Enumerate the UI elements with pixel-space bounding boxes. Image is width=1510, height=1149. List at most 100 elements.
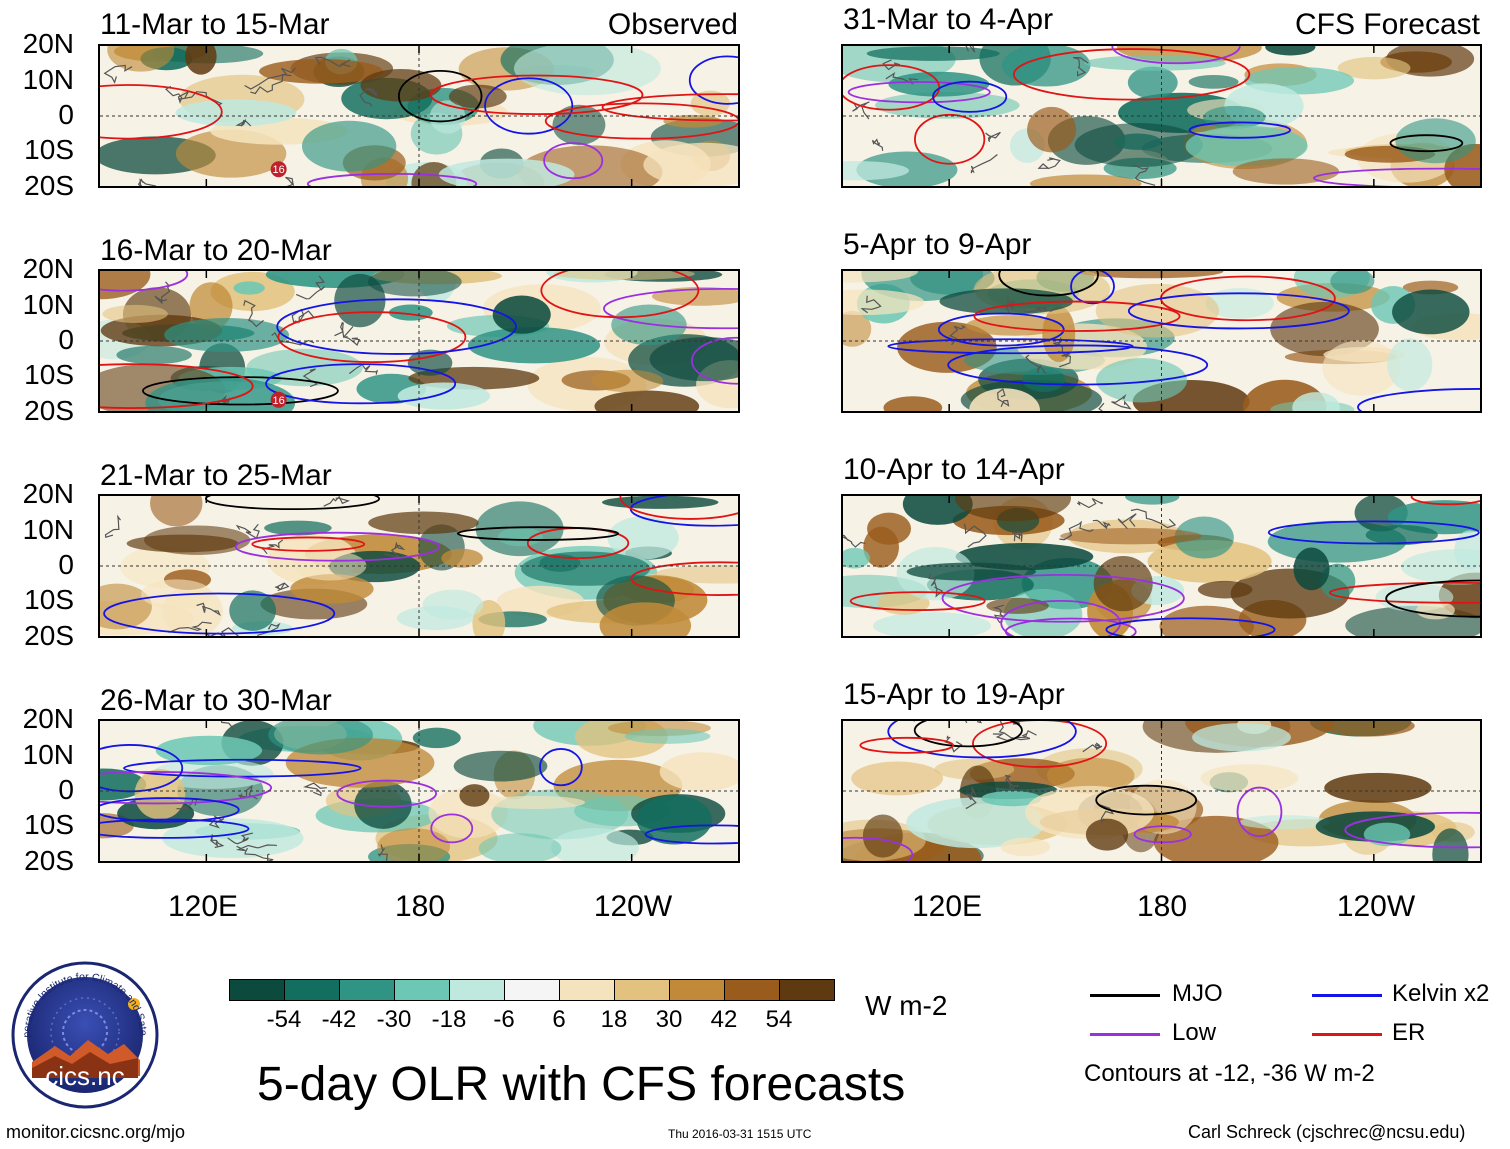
- olr-anomaly-blob: [1387, 338, 1433, 392]
- panel-title-1: 11-Mar to 15-Mar: [100, 8, 330, 41]
- low-contour: [1236, 786, 1283, 837]
- olr-anomaly-blob: [663, 114, 722, 128]
- low-contour: [430, 813, 474, 844]
- olr-anomaly-blob: [264, 520, 332, 536]
- low-contour: [603, 287, 738, 330]
- colorbar-swatch: [339, 979, 395, 1001]
- coastline: [970, 154, 998, 174]
- coastline: [220, 721, 235, 732]
- colorbar-tick-label: -6: [493, 1006, 515, 1033]
- colorbar-swatch: [559, 979, 615, 1001]
- kelvin-contour: [1127, 292, 1350, 330]
- er-contour: [544, 102, 738, 140]
- lat-tick: 10S: [24, 584, 74, 615]
- coastline: [965, 46, 976, 53]
- er-contour: [540, 271, 700, 319]
- legend-label-er: ER: [1392, 1019, 1426, 1046]
- coastline: [237, 784, 258, 800]
- colorbar-tick-label: 18: [600, 1006, 628, 1033]
- olr-anomaly-blob: [902, 496, 973, 525]
- coastline: [227, 832, 254, 845]
- coastline: [348, 363, 379, 375]
- lat-tick: 10N: [22, 64, 74, 95]
- olr-anomaly-blob: [467, 327, 601, 364]
- olr-anomaly-blob: [397, 382, 491, 410]
- olr-anomaly-blob: [100, 271, 151, 300]
- legend-line-low: [1090, 1033, 1160, 1036]
- olr-map: [100, 721, 738, 861]
- kelvin-contour: [265, 363, 457, 405]
- low-contour: [1133, 825, 1192, 844]
- coastline: [291, 308, 315, 324]
- coastline: [1005, 296, 1015, 314]
- olr-anomaly-blob: [478, 833, 562, 861]
- low-contour: [847, 81, 991, 104]
- colorbar-swatch: [779, 979, 835, 1001]
- olr-anomaly-blob: [1232, 158, 1340, 185]
- olr-anomaly-blob: [1197, 580, 1253, 599]
- storm-marker: 16: [270, 391, 287, 408]
- coastline: [985, 131, 1001, 142]
- coastline: [1098, 804, 1115, 824]
- lat-tick: 20N: [22, 478, 74, 509]
- coastline: [196, 602, 221, 616]
- colorbar-swatch: [229, 979, 285, 1001]
- coastline: [274, 582, 290, 592]
- coastline: [871, 138, 884, 151]
- olr-anomaly-blob: [636, 795, 712, 845]
- lat-tick: 10N: [22, 739, 74, 770]
- colorbar-tick-label: -54: [266, 1006, 302, 1033]
- olr-anomaly-blob: [601, 496, 719, 509]
- olr-map: [843, 46, 1480, 186]
- coastline: [885, 71, 918, 85]
- kelvin-contour: [644, 824, 738, 845]
- lat-tick: 20S: [24, 170, 74, 201]
- coastline: [1037, 157, 1061, 170]
- kelvin-contour: [1105, 617, 1276, 636]
- low-contour: [336, 779, 437, 808]
- olr-anomaly-blob: [1174, 516, 1234, 559]
- olr-anomaly-blob: [492, 295, 551, 334]
- footer-timestamp: Thu 2016-03-31 1515 UTC: [668, 1127, 812, 1141]
- olr-anomaly-blob: [1074, 123, 1203, 167]
- olr-map: [100, 496, 738, 636]
- coastline: [852, 101, 870, 120]
- low-contour: [690, 336, 738, 385]
- coastline: [1130, 508, 1177, 529]
- panel-title-4: 26-Mar to 30-Mar: [100, 684, 332, 717]
- olr-anomaly-blob: [134, 768, 186, 820]
- olr-anomaly-blob: [1324, 772, 1432, 803]
- er-contour: [251, 536, 366, 552]
- kelvin-contour: [539, 748, 583, 787]
- units-label: W m-2: [865, 990, 948, 1021]
- olr-anomaly-blob: [1093, 556, 1153, 612]
- olr-anomaly-blob: [259, 59, 384, 84]
- coastline: [103, 64, 133, 84]
- coastline: [1012, 531, 1023, 542]
- olr-anomaly-blob: [1265, 46, 1316, 56]
- olr-anomaly-blob: [175, 99, 297, 127]
- coastline: [271, 332, 315, 346]
- olr-anomaly-blob: [1192, 723, 1291, 752]
- olr-anomaly-blob: [1292, 392, 1340, 411]
- coastline: [949, 325, 966, 346]
- coastline: [178, 91, 223, 106]
- coastline: [164, 85, 190, 104]
- colorbar: [229, 979, 835, 1001]
- olr-anomaly-blob: [843, 310, 872, 347]
- olr-anomaly-blob: [150, 496, 203, 527]
- olr-anomaly-blob: [624, 728, 711, 744]
- kelvin-contour: [937, 312, 1065, 347]
- olr-anomaly-blob: [851, 761, 943, 796]
- low-contour: [941, 573, 1185, 623]
- coastline: [1133, 164, 1156, 186]
- coastline: [1012, 721, 1021, 725]
- footer-url[interactable]: monitor.cicsnc.org/mjo: [6, 1122, 186, 1142]
- olr-anomaly-blob: [229, 590, 276, 631]
- olr-anomaly-blob: [643, 142, 738, 186]
- lat-tick: 20S: [24, 395, 74, 426]
- lon-tick-left-120w: 120W: [593, 890, 673, 923]
- olr-panel-5: [841, 44, 1482, 188]
- colorbar-swatch: [284, 979, 340, 1001]
- olr-anomaly-blob: [1060, 527, 1202, 545]
